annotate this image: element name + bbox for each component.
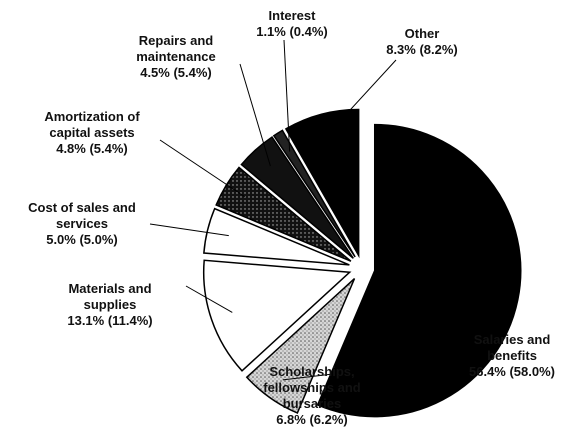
slice-label: Materials and supplies 13.1% (11.4%) [60,281,160,329]
leader-line [326,59,397,136]
pie-slice [316,123,522,418]
category-label: Amortization of capital assets [44,109,140,140]
slice-label: Cost of sales and services 5.0% (5.0%) [18,200,146,248]
leader-line [239,63,271,167]
value-label: 4.8% (5.4%) [56,141,128,156]
value-label: 56.4% (58.0%) [469,364,555,379]
slice-label: Interest 1.1% (0.4%) [247,8,337,40]
category-label: Other [404,26,440,41]
slice-label: Amortization of capital assets 4.8% (5.4%… [33,109,151,157]
value-label: 5.0% (5.0%) [46,232,118,247]
category-label: Cost of sales and services [28,200,136,231]
slice-label: Other 8.3% (8.2%) [377,26,467,58]
category-label: Salaries and benefits [473,332,551,363]
leader-line [282,371,351,381]
pie-slice [215,166,352,262]
slice-label: Repairs and maintenance 4.5% (5.4%) [128,33,224,81]
leader-line [149,223,229,237]
pie-slice [245,278,356,414]
category-label: Scholarships, fellowships and bursaries [263,364,361,411]
value-label: 8.3% (8.2%) [386,42,458,57]
value-label: 1.1% (0.4%) [256,24,328,39]
pie-slice [240,136,354,259]
category-label: Materials and supplies [68,281,152,312]
pie-slice [272,129,356,258]
pie-slice [284,108,360,259]
leader-line [185,285,233,313]
leader-line [159,139,246,198]
value-label: 13.1% (11.4%) [67,313,153,328]
leader-line [477,295,497,331]
category-label: Interest [268,8,316,23]
pie-slice [202,259,352,372]
value-label: 4.5% (5.4%) [140,65,212,80]
pie-slice [203,207,350,266]
category-label: Repairs and maintenance [136,33,216,64]
value-label: 6.8% (6.2%) [276,412,348,427]
slice-label: Scholarships, fellowships and bursaries 6… [253,364,371,428]
slice-label: Salaries and benefits 56.4% (58.0%) [462,332,562,380]
